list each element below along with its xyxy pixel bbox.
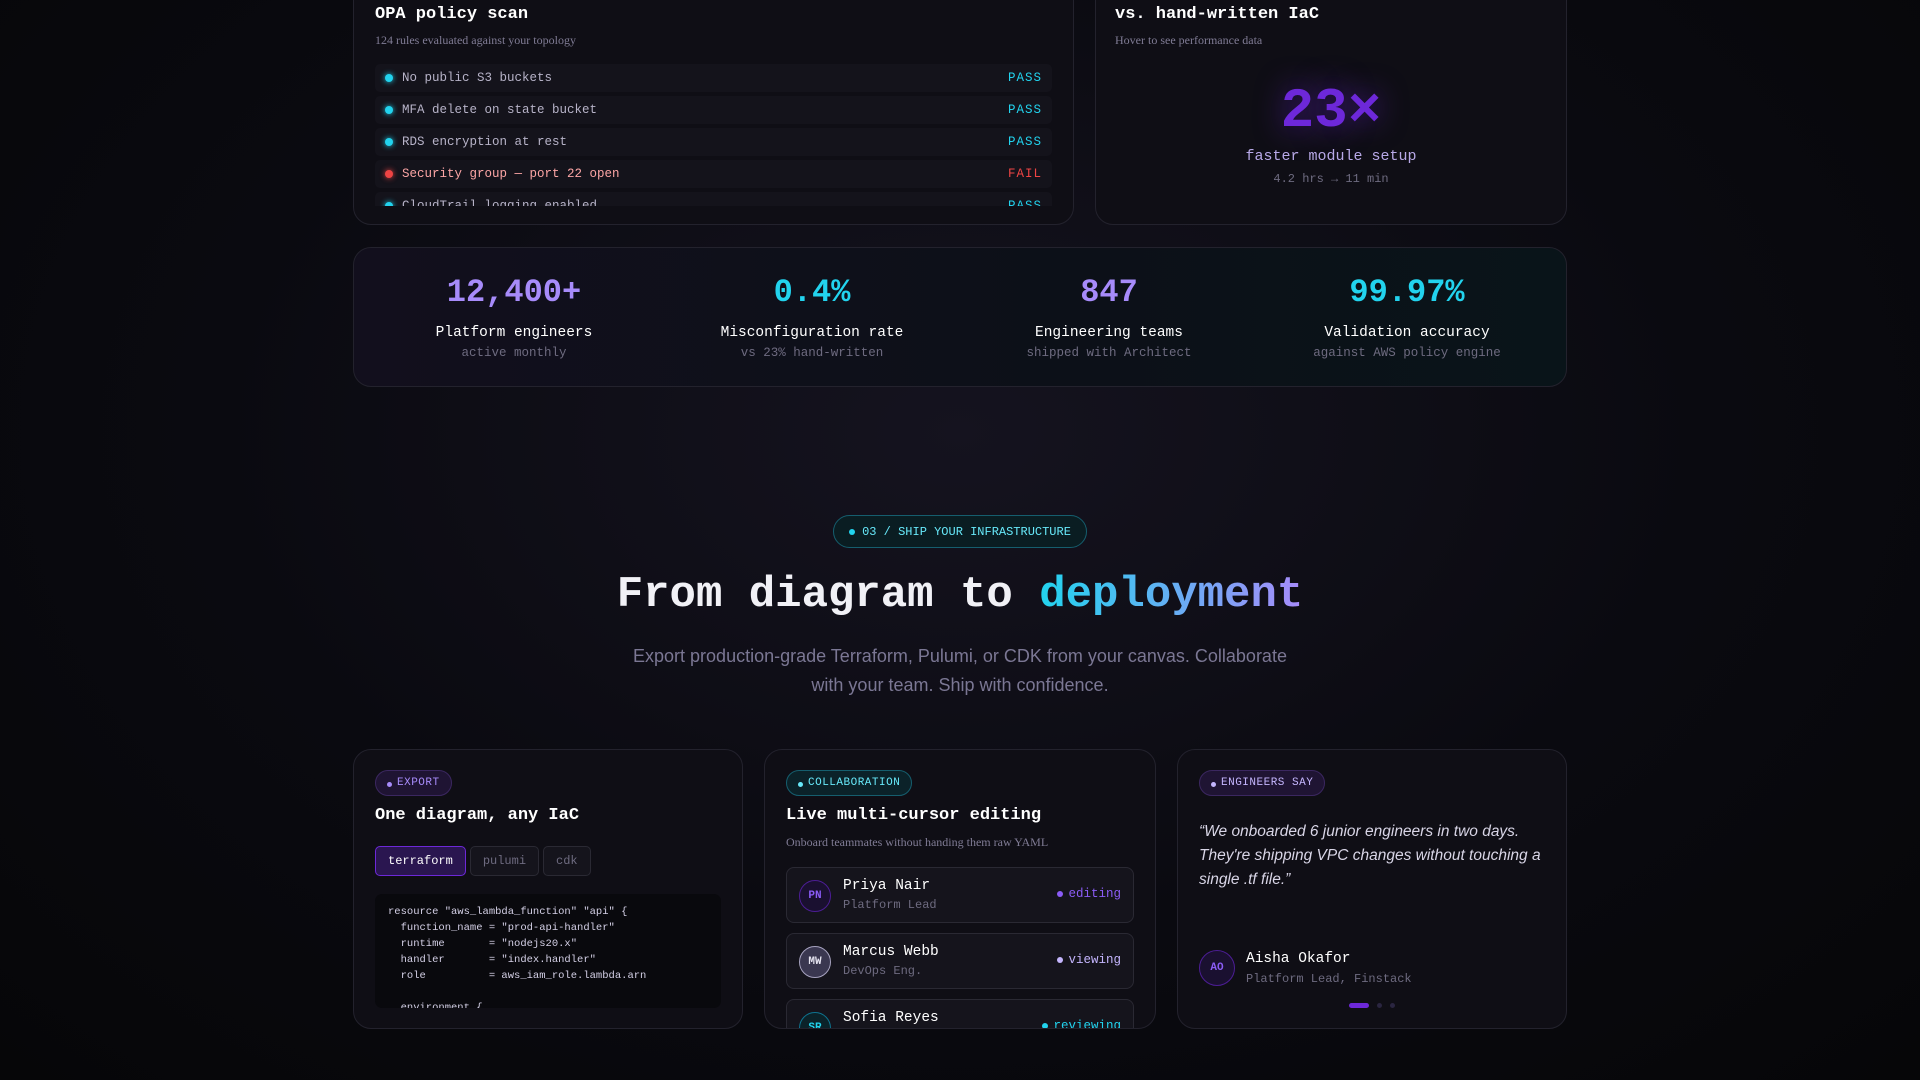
card-title: vs. hand-written IaC xyxy=(1115,5,1320,24)
card-subtitle: 124 rules evaluated against your topolog… xyxy=(375,33,576,47)
carousel-dot[interactable] xyxy=(1349,1003,1369,1008)
author-role: Platform Lead, Finstack xyxy=(1246,972,1412,986)
section-description: Export production-grade Terraform, Pulum… xyxy=(633,646,1287,695)
rule-row: MFA delete on state bucket PASS xyxy=(375,96,1052,124)
rule-status: PASS xyxy=(1007,103,1042,117)
card-tag: EXPORT xyxy=(375,770,452,796)
user-role: Platform Lead xyxy=(843,898,937,912)
user-role: DevOps Eng. xyxy=(843,964,923,978)
stat-value: 12,400+ xyxy=(446,274,582,311)
tab[interactable]: terraform xyxy=(375,846,466,876)
stat-label: Misconfiguration rate xyxy=(720,325,904,341)
card-subtitle: Hover to see performance data xyxy=(1115,33,1263,47)
quote: “We onboarded 6 junior engineers in two … xyxy=(1199,823,1541,888)
code-block: resource "aws_lambda_function" "api" { f… xyxy=(375,894,721,1008)
code-line: environment { xyxy=(388,1002,483,1008)
carousel-dot[interactable] xyxy=(1377,1003,1382,1008)
card-title: One diagram, any IaC xyxy=(375,806,580,825)
rule-list: No public S3 buckets PASS MFA delete on st… xyxy=(354,64,1073,206)
status-text: reviewing xyxy=(1053,1019,1121,1029)
stat-label: Platform engineers xyxy=(435,325,593,341)
stat-label: Engineering teams xyxy=(1035,325,1183,341)
status-dot xyxy=(385,74,393,82)
rule-status: PASS xyxy=(1007,135,1042,149)
tab[interactable]: pulumi xyxy=(469,846,540,876)
rule-status: PASS xyxy=(1007,199,1042,206)
rule-name: CloudTrail logging enabled xyxy=(402,199,598,206)
user-row: SR Sofia Reyes reviewing xyxy=(786,999,1134,1029)
status-dot xyxy=(1042,1023,1049,1028)
code-line: handler = "index.handler" xyxy=(388,954,596,966)
stat-value: 0.4% xyxy=(773,274,851,311)
user-row: PN Priya Nair Platform Lead editing xyxy=(786,867,1134,923)
testimonial-card: ENGINEERS SAY “We onboarded 6 junior eng… xyxy=(1177,749,1567,1029)
stat-value: 847 xyxy=(1080,274,1138,311)
avatar: MW xyxy=(799,946,831,978)
collab-card: COLLABORATION Live multi-cursor editing … xyxy=(764,749,1156,1029)
metric-label: faster module setup xyxy=(1245,148,1417,165)
status-dot xyxy=(385,106,393,114)
section-badge: 03 / SHIP YOUR INFRASTRUCTURE xyxy=(833,515,1087,548)
export-card: EXPORT One diagram, any IaC terraform pul… xyxy=(353,749,743,1029)
stat-label: Validation accuracy xyxy=(1324,325,1490,341)
tabs: terraform pulumi cdk xyxy=(375,846,595,876)
status-text: viewing xyxy=(1068,953,1121,967)
comparison-card: vs. hand-written IaC Hover to see perfor… xyxy=(1095,0,1567,225)
section-heading: From diagram to deployment xyxy=(0,570,1920,620)
badge-text: 03 / SHIP YOUR INFRASTRUCTURE xyxy=(862,524,1071,539)
stat-value: 99.97% xyxy=(1349,274,1465,311)
stat-sub: vs 23% hand-written xyxy=(740,346,884,360)
code-line: resource "aws_lambda_function" "api" { xyxy=(388,906,628,918)
stat-sub: active monthly xyxy=(461,346,567,360)
rule-row: CloudTrail logging enabled PASS xyxy=(375,192,1052,206)
rule-name: Security group — port 22 open xyxy=(402,167,620,181)
user-name: Sofia Reyes xyxy=(843,1010,939,1026)
card-title: Live multi-cursor editing xyxy=(786,806,1042,825)
rule-name: No public S3 buckets xyxy=(402,71,553,85)
heading-text: From diagram to xyxy=(616,570,1013,620)
rule-status: PASS xyxy=(1007,71,1042,85)
rule-row: RDS encryption at rest PASS xyxy=(375,128,1052,156)
code-line xyxy=(388,984,708,1000)
author-name: Aisha Okafor xyxy=(1246,951,1351,967)
stat-sub: shipped with Architect xyxy=(1026,346,1192,360)
rule-name: MFA delete on state bucket xyxy=(402,103,598,117)
status-dot xyxy=(385,202,393,206)
code-line: function_name = "prod-api-handler" xyxy=(388,922,615,934)
card-tag: ENGINEERS SAY xyxy=(1199,770,1326,796)
code-line: role = aws_iam_role.lambda.arn xyxy=(388,970,647,982)
card-subtitle: Onboard teammates without handing them r… xyxy=(786,835,1049,849)
heading-highlight: deployment xyxy=(1039,570,1304,620)
policy-card: OPA policy scan 124 rules evaluated agai… xyxy=(353,0,1074,225)
rule-row: No public S3 buckets PASS xyxy=(375,64,1052,92)
card-tag: COLLABORATION xyxy=(786,770,913,796)
rule-status: FAIL xyxy=(1007,167,1042,181)
stat-sub: against AWS policy engine xyxy=(1313,346,1501,360)
rule-row: Security group — port 22 open FAIL xyxy=(375,160,1052,188)
avatar: AO xyxy=(1199,950,1235,986)
stats-card: 12,400+ Platform engineers active monthly 0… xyxy=(353,247,1567,387)
card-title: OPA policy scan xyxy=(375,5,529,24)
status-dot xyxy=(385,138,393,146)
user-name: Priya Nair xyxy=(843,878,931,894)
status-text: editing xyxy=(1068,887,1121,901)
tab[interactable]: cdk xyxy=(543,846,591,876)
metric-detail: 4.2 hrs → 11 min xyxy=(1273,172,1389,186)
user-status: viewing xyxy=(1057,953,1121,967)
user-status: reviewing xyxy=(1042,1019,1121,1029)
badge-dot xyxy=(849,528,856,535)
status-dot xyxy=(1057,957,1064,963)
avatar: PN xyxy=(799,880,831,912)
user-status: editing xyxy=(1057,887,1121,901)
metric: 23× xyxy=(1280,79,1382,143)
status-dot xyxy=(385,170,393,178)
user-row: MW Marcus Webb DevOps Eng. viewing xyxy=(786,933,1134,989)
avatar: SR xyxy=(799,1012,831,1028)
carousel-dot[interactable] xyxy=(1390,1003,1395,1008)
user-name: Marcus Webb xyxy=(843,944,939,960)
code-line: runtime = "nodejs20.x" xyxy=(388,938,578,950)
status-dot xyxy=(1057,891,1064,897)
rule-name: RDS encryption at rest xyxy=(402,135,568,149)
